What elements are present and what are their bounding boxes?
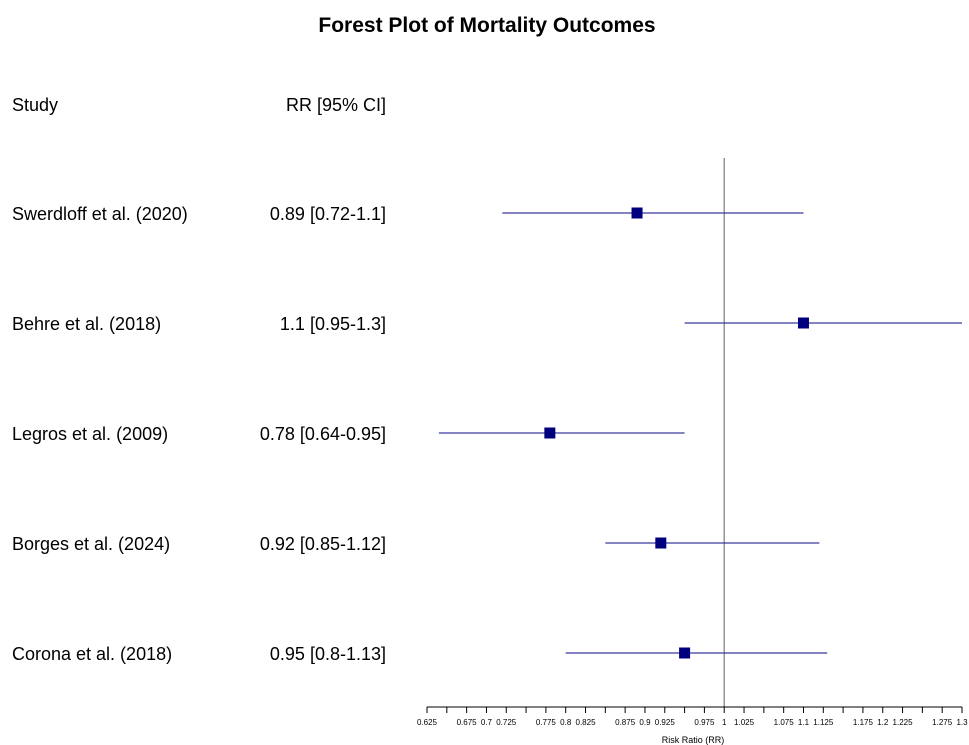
estimate-column-header: RR [95% CI]	[286, 95, 386, 115]
point-estimate	[631, 207, 643, 219]
x-tick-label: 1.075	[774, 718, 795, 727]
point-estimate	[797, 317, 809, 329]
point-estimate	[544, 427, 556, 439]
x-tick-label: 0.975	[694, 718, 715, 727]
x-axis: 0.625 0.675 0.7 0.725 0.775 0.8 0.825 0.875 0.9 0…	[417, 706, 968, 727]
plot-area: Swerdloff et al. (2020) 0.89 [0.72-1.1] Be…	[12, 158, 962, 707]
x-tick-label: 1.175	[853, 718, 874, 727]
x-tick-label: 1.125	[813, 718, 834, 727]
x-tick-label: 0.725	[496, 718, 517, 727]
x-tick-label: 1.275	[932, 718, 953, 727]
study-estimate: 0.92 [0.85-1.12]	[260, 534, 386, 554]
x-tick-label: 1.1	[798, 718, 810, 727]
study-estimate: 0.78 [0.64-0.95]	[260, 424, 386, 444]
x-tick-label: 0.875	[615, 718, 636, 727]
x-tick-label: 1	[722, 718, 727, 727]
x-tick-label: 0.925	[655, 718, 676, 727]
x-axis-title: Risk Ratio (RR)	[662, 735, 725, 745]
study-estimate: 0.95 [0.8-1.13]	[270, 644, 386, 664]
x-tick-label: 1.225	[893, 718, 914, 727]
study-column-header: Study	[12, 95, 58, 115]
study-name: Swerdloff et al. (2020)	[12, 204, 188, 224]
x-tick-label: 1.3	[956, 718, 968, 727]
x-tick-label: 0.9	[639, 718, 651, 727]
study-name: Corona et al. (2018)	[12, 644, 172, 664]
x-tick-label: 0.775	[536, 718, 557, 727]
point-estimate	[655, 537, 667, 549]
x-tick-label: 1.025	[734, 718, 755, 727]
point-estimate	[679, 647, 691, 659]
study-name: Legros et al. (2009)	[12, 424, 168, 444]
x-tick-label: 1.2	[877, 718, 889, 727]
x-tick-label: 0.675	[457, 718, 478, 727]
x-tick-label: 0.625	[417, 718, 438, 727]
study-name: Borges et al. (2024)	[12, 534, 170, 554]
study-estimate: 1.1 [0.95-1.3]	[280, 314, 386, 334]
x-tick-label: 0.8	[560, 718, 572, 727]
chart-title: Forest Plot of Mortality Outcomes	[318, 14, 655, 37]
x-tick-label: 0.7	[481, 718, 493, 727]
study-name: Behre et al. (2018)	[12, 314, 161, 334]
study-estimate: 0.89 [0.72-1.1]	[270, 204, 386, 224]
x-tick-label: 0.825	[576, 718, 597, 727]
